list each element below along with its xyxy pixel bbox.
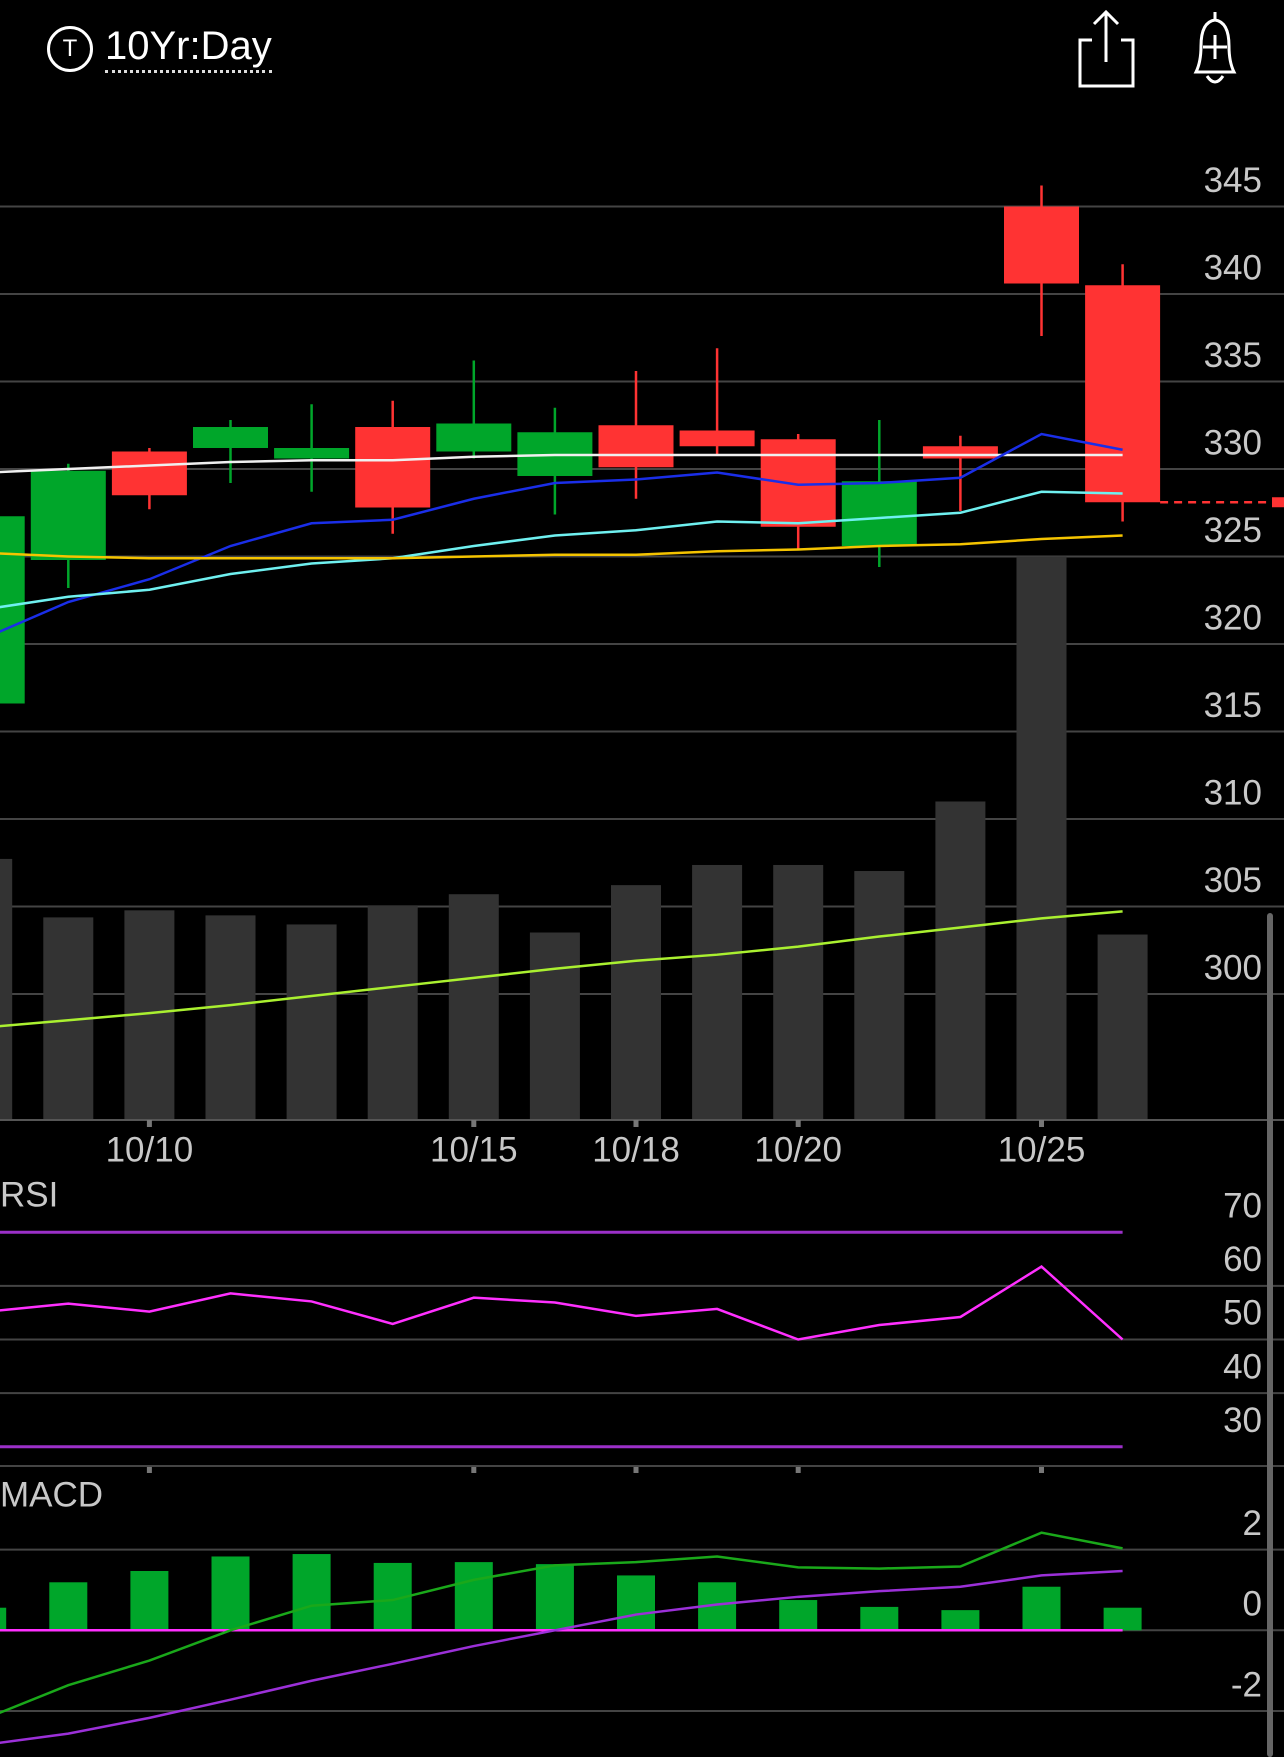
y-tick-label: 340	[1204, 248, 1262, 287]
candle-body	[111, 451, 187, 496]
candle-body	[436, 423, 512, 452]
ticker-icon[interactable]: T	[47, 26, 93, 72]
macd-histogram-bar	[1103, 1607, 1142, 1631]
y-tick-label: 2	[1243, 1504, 1262, 1543]
y-tick-label: 305	[1204, 861, 1262, 900]
macd-histogram-bar	[617, 1575, 655, 1631]
y-tick-label: 335	[1204, 336, 1262, 375]
macd-line	[0, 1531, 1123, 1715]
moving-average-line	[0, 432, 1123, 633]
candle-body	[1085, 285, 1161, 503]
x-tick-label: 10/10	[106, 1130, 194, 1169]
candle-body	[598, 425, 674, 468]
y-tick-label: 325	[1204, 511, 1262, 550]
macd-histogram-bar	[535, 1564, 574, 1631]
volume-bar	[205, 915, 256, 1120]
candle-body	[274, 448, 350, 459]
y-tick-label: 330	[1204, 423, 1262, 462]
candle-body	[30, 470, 106, 560]
x-tick-label: 10/18	[592, 1130, 680, 1169]
panel-title: RSI	[0, 1175, 58, 1214]
macd-histogram-bar	[860, 1606, 899, 1631]
x-tick-label: 10/25	[998, 1130, 1086, 1169]
candle-body	[193, 427, 268, 448]
macd-histogram-bar	[292, 1554, 331, 1631]
candle-body	[0, 516, 25, 704]
volume-ma-line	[0, 910, 1123, 1028]
y-tick-label: 315	[1204, 686, 1262, 725]
y-tick-label: 345	[1204, 161, 1262, 200]
candle-body	[355, 427, 431, 508]
moving-average-line	[0, 534, 1123, 560]
y-tick-label: 300	[1204, 948, 1262, 987]
volume-bar	[935, 801, 986, 1120]
volume-bar	[1097, 934, 1148, 1120]
macd-histogram-bar	[941, 1610, 980, 1631]
y-tick-label: 70	[1223, 1187, 1262, 1226]
moving-average-line	[0, 490, 1123, 609]
y-tick-label: 60	[1223, 1240, 1262, 1279]
candle-body	[679, 430, 755, 447]
y-tick-label: 320	[1204, 598, 1262, 637]
macd-histogram-bar	[0, 1607, 7, 1631]
volume-bar	[367, 905, 418, 1120]
macd-histogram-bar	[1022, 1586, 1061, 1631]
volume-bar	[611, 885, 661, 1120]
scrollbar	[1267, 913, 1273, 1757]
volume-bar	[529, 932, 580, 1120]
y-tick-label: 0	[1243, 1585, 1262, 1624]
macd-histogram-bar	[49, 1582, 88, 1631]
volume-bar	[286, 924, 337, 1120]
y-tick-label: 30	[1223, 1401, 1262, 1440]
x-tick-label: 10/15	[430, 1130, 518, 1169]
macd-histogram-bar	[454, 1562, 493, 1631]
volume-bar	[0, 858, 13, 1120]
rsi-line	[0, 1265, 1124, 1341]
volume-bar	[692, 864, 743, 1120]
y-tick-label: 310	[1204, 773, 1262, 812]
macd-histogram-bar	[130, 1570, 169, 1631]
y-tick-label: 40	[1223, 1347, 1262, 1386]
macd-histogram-bar	[211, 1556, 250, 1631]
last-price-marker	[1272, 497, 1284, 508]
y-tick-label: -2	[1231, 1665, 1262, 1704]
chart-title[interactable]: 10Yr:Day	[105, 22, 272, 73]
candle-body	[841, 481, 917, 546]
volume-bar	[773, 864, 824, 1120]
volume-bar	[1016, 556, 1067, 1120]
y-tick-label: 50	[1223, 1294, 1262, 1333]
moving-average-line	[0, 453, 1123, 474]
x-tick-label: 10/20	[754, 1130, 842, 1169]
panel-title: MACD	[0, 1475, 103, 1514]
volume-bar	[854, 871, 905, 1120]
candle-body	[922, 446, 998, 459]
macd-histogram-bar	[779, 1600, 818, 1631]
candle-body	[1004, 206, 1079, 284]
volume-bar	[448, 894, 499, 1120]
macd-line	[0, 1569, 1123, 1745]
